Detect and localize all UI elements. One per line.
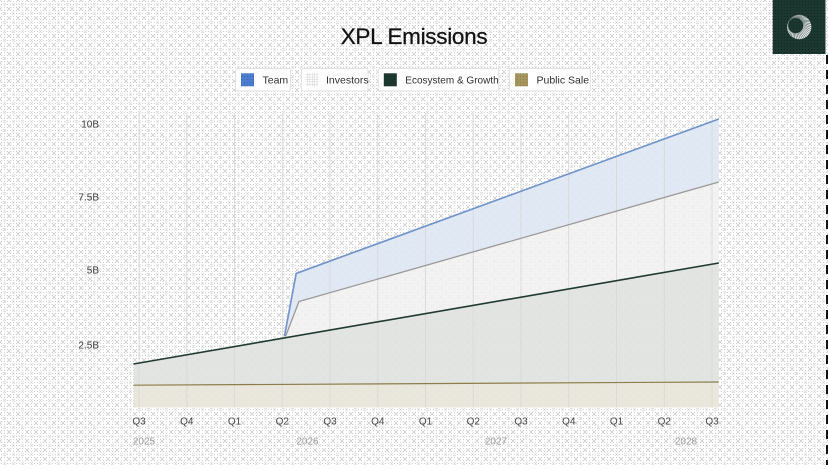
svg-text:Q1: Q1 bbox=[610, 417, 624, 428]
svg-text:7.5B: 7.5B bbox=[78, 193, 99, 204]
svg-text:Team: Team bbox=[263, 75, 289, 87]
svg-text:Q3: Q3 bbox=[514, 417, 528, 428]
svg-text:Q1: Q1 bbox=[228, 417, 242, 428]
svg-text:2026: 2026 bbox=[296, 437, 319, 448]
svg-text:Q4: Q4 bbox=[562, 417, 576, 428]
svg-text:Public Sale: Public Sale bbox=[537, 75, 590, 87]
svg-text:Q2: Q2 bbox=[276, 417, 290, 428]
svg-text:Investors: Investors bbox=[326, 75, 369, 87]
svg-text:Q3: Q3 bbox=[323, 417, 337, 428]
svg-text:Ecosystem & Growth: Ecosystem & Growth bbox=[405, 76, 498, 87]
svg-text:Q2: Q2 bbox=[467, 417, 481, 428]
svg-text:Q3: Q3 bbox=[705, 417, 719, 428]
svg-text:2.5B: 2.5B bbox=[78, 341, 99, 352]
svg-text:Q3: Q3 bbox=[132, 417, 146, 428]
svg-text:Q4: Q4 bbox=[371, 417, 385, 428]
svg-text:Q4: Q4 bbox=[180, 417, 194, 428]
svg-text:5B: 5B bbox=[87, 266, 100, 277]
svg-text:2027: 2027 bbox=[485, 437, 508, 448]
svg-text:2028: 2028 bbox=[675, 437, 698, 448]
svg-text:Q2: Q2 bbox=[658, 417, 672, 428]
svg-text:Q1: Q1 bbox=[419, 417, 433, 428]
svg-text:10B: 10B bbox=[81, 120, 99, 131]
svg-text:XPL Emissions: XPL Emissions bbox=[341, 24, 488, 49]
svg-text:2025: 2025 bbox=[133, 437, 156, 448]
